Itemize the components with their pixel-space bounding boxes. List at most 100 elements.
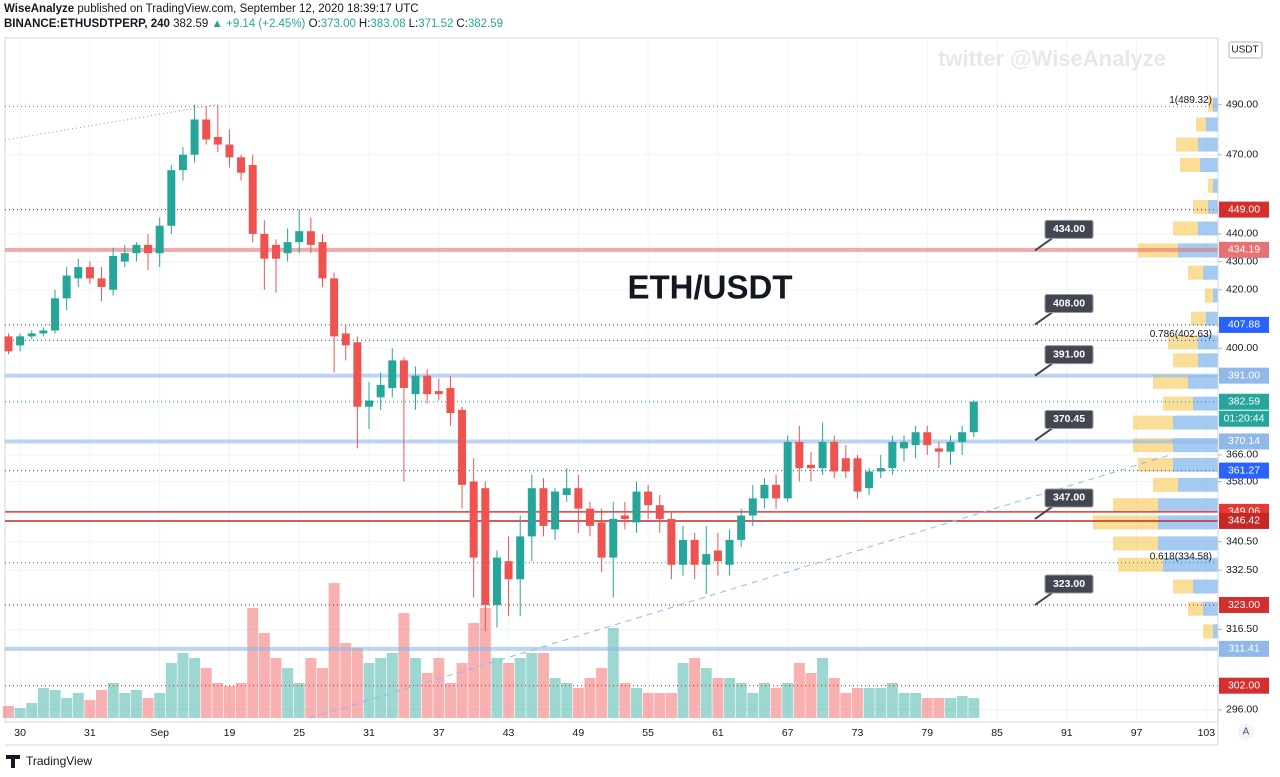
callout-box <box>1044 345 1094 365</box>
ohlc-label: C: <box>456 18 468 30</box>
profile-blue <box>1213 288 1218 303</box>
volume-bar <box>700 668 712 718</box>
price-tag-label: 302.00 <box>1228 679 1260 691</box>
candle-body <box>341 333 350 346</box>
volume-bar <box>596 668 608 718</box>
x-tick-label: 55 <box>642 727 654 739</box>
candle-body <box>946 441 955 452</box>
watermark: twitter @WiseAnalyze <box>938 46 1166 71</box>
y-tick-label: 316.50 <box>1226 623 1258 635</box>
profile-blue <box>1206 117 1218 132</box>
volume-bar <box>817 658 829 718</box>
profile-blue <box>1206 311 1218 326</box>
candle-body <box>620 515 629 519</box>
candle-body <box>434 391 443 395</box>
candle-body <box>4 336 13 352</box>
volume-bar <box>840 693 852 718</box>
candle-body <box>888 441 897 469</box>
x-tick-label: 25 <box>293 727 305 739</box>
price-tag-label: 382.59 <box>1228 396 1260 408</box>
profile-yellow <box>1153 374 1188 389</box>
currency-box[interactable] <box>1228 41 1263 59</box>
x-tick-label: 31 <box>363 727 375 739</box>
candle-body <box>702 554 711 565</box>
candle-body <box>748 498 757 516</box>
header: WiseAnalyze published on TradingView.com… <box>4 2 506 32</box>
ohlc-value: 382.59 <box>467 18 504 30</box>
profile-yellow <box>1168 335 1198 350</box>
price-tag-label: 323.00 <box>1228 599 1260 611</box>
y-tick-label: 440.00 <box>1226 228 1258 240</box>
candle-body <box>876 468 885 472</box>
candle-body <box>167 170 176 226</box>
auto-scale-button[interactable] <box>1238 724 1254 740</box>
price-tag <box>1219 241 1269 258</box>
volume-bar <box>758 683 770 718</box>
candle-body <box>190 119 199 155</box>
volume-bar <box>154 693 166 718</box>
y-tick-label: 332.50 <box>1226 564 1258 576</box>
volume-bar <box>26 703 38 718</box>
volume-bar <box>235 683 247 718</box>
volume-bar <box>49 690 61 718</box>
volume-bar <box>72 693 84 718</box>
volume-bar <box>130 690 142 718</box>
header-line-2: BINANCE:ETHUSDTPERP, 240 382.59 ▲ +9.14 … <box>4 17 506 32</box>
volume-bar <box>421 673 433 718</box>
profile-yellow <box>1133 415 1173 430</box>
profile-yellow <box>1193 199 1208 214</box>
candle-body <box>725 539 734 565</box>
fib-label: 0.786(402.63) <box>1150 329 1212 340</box>
volume-bar <box>875 688 887 718</box>
y-tick-label: 366.00 <box>1226 449 1258 461</box>
candle-body <box>213 136 222 145</box>
profile-blue <box>1203 265 1218 280</box>
candle-body <box>16 336 25 346</box>
candle-body <box>504 561 513 580</box>
volume-bar <box>968 698 980 718</box>
price-tag-label: 311.41 <box>1228 643 1259 655</box>
candle-body <box>527 488 536 537</box>
volume-bar <box>619 683 631 718</box>
candle-body <box>51 298 60 331</box>
volume-bar <box>526 653 538 718</box>
volume-bar <box>107 683 119 718</box>
brand: TradingView <box>26 754 92 768</box>
volume-bar <box>491 658 503 718</box>
candle-body <box>62 275 71 299</box>
volume-bar <box>410 658 422 718</box>
ohlc-value: 383.08 <box>370 18 406 30</box>
change: ▲ +9.14 (+2.45%) <box>211 18 306 30</box>
y-tick-label: 420.00 <box>1226 284 1258 296</box>
y-tick-label: 430.00 <box>1226 255 1258 267</box>
candle-body <box>260 233 269 259</box>
trend-line <box>309 454 1171 719</box>
candle-body <box>690 539 699 565</box>
volume-bar <box>572 688 584 718</box>
candle-body <box>318 242 327 279</box>
volume-bar <box>642 693 654 718</box>
volume-bar <box>363 663 375 718</box>
price-tag <box>1219 677 1269 694</box>
volume-bar <box>910 693 922 718</box>
volume-bar <box>96 690 108 718</box>
callout-pointer <box>1034 237 1053 252</box>
volume-bar <box>479 608 491 718</box>
ohlc-value: 371.52 <box>418 18 454 30</box>
profile-blue <box>1198 353 1218 368</box>
candle-body <box>283 242 292 254</box>
candle-body <box>306 231 315 245</box>
header-line-1: WiseAnalyze published on TradingView.com… <box>4 2 506 17</box>
candle-body <box>97 278 106 287</box>
volume-bar <box>386 653 398 718</box>
volume-bar <box>863 688 875 718</box>
candle-body <box>818 441 827 469</box>
callout-label: 323.00 <box>1053 578 1085 590</box>
volume-bar <box>689 658 701 718</box>
candle-body <box>783 441 792 499</box>
candle-body <box>295 231 304 243</box>
price-tag <box>1219 512 1269 529</box>
x-tick-label: 91 <box>1061 727 1073 739</box>
profile-yellow <box>1173 221 1198 236</box>
